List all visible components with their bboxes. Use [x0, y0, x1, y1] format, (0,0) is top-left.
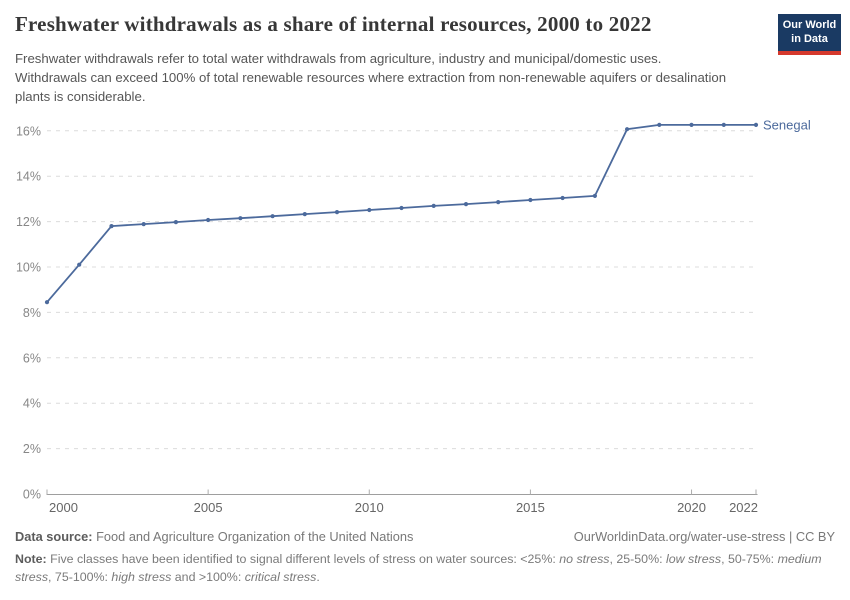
data-point[interactable]: [399, 205, 404, 211]
y-tick-label: 2%: [23, 442, 41, 456]
owid-logo-line1: Our World: [782, 19, 837, 31]
chart-subtitle: Freshwater withdrawals refer to total wa…: [15, 51, 727, 104]
entity-label[interactable]: Senegal: [763, 117, 811, 132]
y-tick-label: 4%: [23, 397, 41, 411]
x-tick-label: 2020: [677, 500, 706, 515]
note-label: Note:: [15, 552, 47, 566]
data-point[interactable]: [689, 122, 694, 127]
data-point[interactable]: [173, 220, 178, 225]
series-line[interactable]: [46, 124, 757, 304]
y-tick-label: 12%: [16, 215, 41, 229]
data-point[interactable]: [431, 203, 436, 208]
data-point[interactable]: [753, 122, 759, 127]
note-text: Five classes have been identified to sig…: [15, 552, 822, 584]
attribution-link[interactable]: OurWorldinData.org/water-use-stress | CC…: [573, 529, 835, 544]
x-tick-label: 2010: [355, 500, 384, 515]
data-point[interactable]: [77, 262, 82, 267]
data-point[interactable]: [367, 207, 372, 213]
data-point[interactable]: [463, 202, 469, 207]
y-tick-label: 0%: [23, 488, 41, 502]
chart-title: Freshwater withdrawals as a share of int…: [15, 12, 652, 36]
data-point[interactable]: [496, 200, 501, 205]
y-tick-label: 8%: [23, 306, 41, 320]
owid-logo[interactable]: Our World in Data: [778, 14, 841, 55]
data-point[interactable]: [44, 300, 50, 305]
data-point[interactable]: [657, 122, 662, 127]
x-tick-label: 2005: [194, 500, 223, 515]
data-point[interactable]: [560, 195, 565, 201]
owid-logo-line2: in Data: [791, 32, 828, 45]
data-point[interactable]: [141, 222, 146, 227]
x-tick-label: 2000: [49, 500, 78, 515]
y-tick-label: 14%: [16, 170, 41, 184]
footer-source-row: Data source: Food and Agriculture Organi…: [15, 529, 835, 544]
x-tick-label: 2022: [729, 500, 758, 515]
data-source-value: Food and Agriculture Organization of the…: [96, 529, 414, 544]
data-point[interactable]: [334, 210, 340, 215]
data-point[interactable]: [721, 122, 726, 127]
data-point[interactable]: [592, 193, 598, 198]
y-tick-label: 10%: [16, 261, 41, 275]
x-tick-label: 2015: [516, 500, 545, 515]
data-point[interactable]: [302, 212, 307, 217]
data-source-label: Data source:: [15, 529, 93, 544]
data-source: Data source: Food and Agriculture Organi…: [15, 529, 413, 544]
footnote: Note: Five classes have been identified …: [15, 551, 834, 586]
data-point[interactable]: [270, 214, 275, 219]
data-point[interactable]: [528, 197, 533, 203]
data-point[interactable]: [625, 127, 630, 132]
y-tick-label: 16%: [16, 124, 41, 138]
data-point[interactable]: [238, 216, 243, 221]
data-point[interactable]: [109, 224, 114, 229]
y-tick-label: 6%: [23, 351, 41, 365]
data-point[interactable]: [206, 217, 211, 223]
